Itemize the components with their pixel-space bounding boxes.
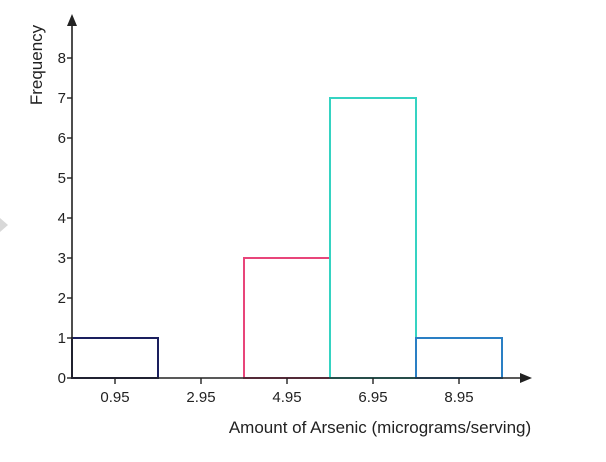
axes-group [67,14,532,383]
y-tick-label: 3 [58,250,66,267]
x-tick-label: 2.95 [186,389,215,406]
bar-4.95 [243,257,331,379]
y-tick-label: 4 [58,210,66,227]
y-ticks-group: 0 1 2 3 4 5 6 7 8 [58,50,72,387]
bar-8.95 [415,337,503,379]
y-axis-arrow-icon [67,14,77,26]
x-tick-label: 6.95 [358,389,387,406]
bars-group [71,97,503,379]
y-tick-label: 6 [58,130,66,147]
y-tick-label: 5 [58,170,66,187]
x-ticks-group: 0.95 2.95 4.95 6.95 8.95 [100,378,474,406]
x-tick-label: 4.95 [272,389,301,406]
y-tick-label: 2 [58,290,66,307]
x-axis-title: Amount of Arsenic (micrograms/serving) [229,418,531,437]
x-tick-label: 0.95 [100,389,129,406]
y-axis-title: Frequency [27,24,46,105]
y-tick-label: 1 [58,330,66,347]
x-tick-label: 8.95 [444,389,473,406]
side-arrow-marker [0,218,8,232]
y-tick-label: 7 [58,90,66,107]
y-tick-label: 8 [58,50,66,67]
x-axis-arrow-icon [520,373,532,383]
bar-0.95 [71,337,159,379]
y-tick-label: 0 [58,370,66,387]
bar-6.95 [329,97,417,379]
